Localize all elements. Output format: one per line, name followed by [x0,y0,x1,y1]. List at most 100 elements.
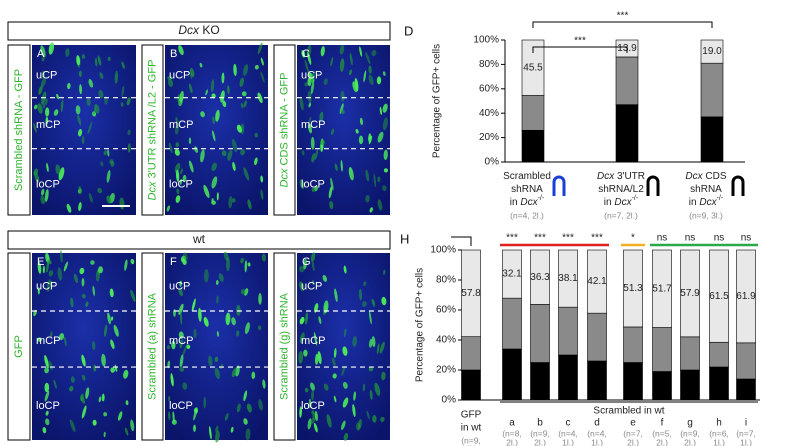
cell [340,109,345,115]
cell [227,149,233,161]
text-segment: -/- [717,195,724,202]
layer-label: mCP [301,119,325,131]
cell [313,422,318,433]
cell [175,123,179,135]
cell [211,198,214,203]
n-label: 1l.) [740,437,752,446]
cell [168,411,171,421]
cell [38,85,43,95]
value-label: 38.1 [558,273,578,284]
cell [167,396,171,402]
cell [40,195,46,205]
cell [299,316,305,325]
y-axis-label: Percentage of GFP+ cells [432,44,443,158]
cell [299,406,303,418]
cell [368,133,371,142]
significance-label: ns [657,233,668,244]
cell [110,367,116,373]
cell [86,98,91,106]
cell [191,298,196,312]
cell [243,390,248,402]
text-segment: in [604,197,615,208]
cell [44,382,50,393]
cell [247,262,251,267]
cell [44,355,49,369]
x-tick-label: a [509,418,515,429]
cell [110,316,114,321]
cell [311,153,316,163]
bar-segment [587,312,607,362]
bar-segment [700,39,724,64]
cell [231,368,237,378]
cell [244,322,250,335]
cell [200,111,205,118]
text-segment: Dcx [597,171,615,182]
cell [317,351,322,365]
cell [104,96,108,105]
cell [126,97,131,106]
cell [243,100,247,108]
cell [323,300,329,314]
cell [188,137,192,145]
bar-segment [623,326,643,363]
cell [241,91,247,97]
bar-segment [461,249,481,337]
cell [216,331,219,337]
cell [203,269,209,283]
cell [226,257,230,272]
value-label: 57.8 [461,288,481,299]
cell [90,260,95,265]
cell [55,164,61,175]
cell [209,426,212,440]
panel-side-label: Scrambled (g) shRNA [278,292,290,400]
cell [311,187,315,192]
cell [65,48,70,57]
cell [208,355,213,367]
value-label: 42.1 [587,276,607,287]
panel-letter: F [170,256,177,268]
bar-segment [521,39,545,96]
cell [330,128,335,135]
cell [261,253,266,262]
cell [37,287,40,295]
y-tick-label: 20% [436,365,456,376]
layer-label: uCP [36,70,57,82]
x-tick-label: i [745,418,747,429]
cell [260,189,264,200]
cell [167,75,173,81]
cell [41,70,45,79]
text-segment: wt [192,232,206,246]
y-axis-label: Percentage of GFP+ cells [415,268,426,382]
cell [106,169,111,183]
cell [301,150,305,156]
cell [92,419,97,426]
cell [342,346,348,356]
cell [107,149,110,157]
x-tick-label: g [687,418,693,429]
n-label: 1l.) [562,437,574,446]
cell [79,267,85,275]
cell [44,367,50,374]
cell [34,171,40,183]
cell [48,270,54,277]
panel-letter: A [37,48,45,60]
cell [220,90,225,103]
cell [175,195,181,203]
text-segment: in [510,197,521,208]
cell [332,373,337,379]
cell [235,365,240,377]
x-tick-label: shRNA [511,184,543,195]
hairpin-icon [552,175,566,196]
significance-label: *** [534,233,546,244]
panel-side-label: Dcx CDS shRNA - GFP [278,73,290,188]
cell [193,407,199,414]
cell [379,106,382,116]
cell [179,354,184,368]
cell [93,364,97,372]
cell [103,150,107,156]
cell [46,162,49,173]
n-label: (n=9, [461,435,481,445]
cell [330,177,334,191]
cell [53,379,57,389]
cell [98,396,102,403]
